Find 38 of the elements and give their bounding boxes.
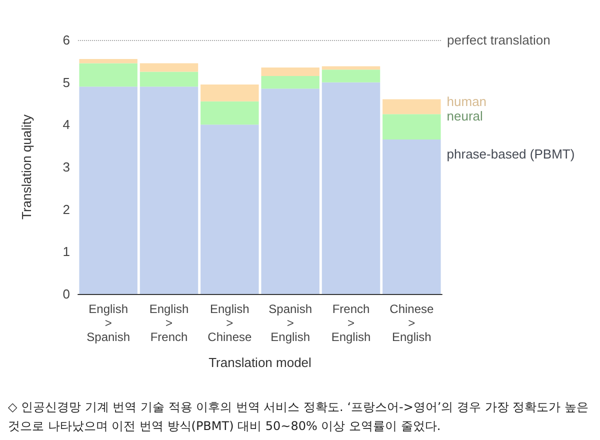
y-tick-label: 0 [62,286,70,302]
bar [200,124,259,294]
x-tick-label: English > Spanish [86,302,130,344]
bar [322,82,380,294]
bar [140,72,198,87]
bar [261,88,320,294]
bar [140,63,198,72]
y-tick-label: 2 [62,202,70,217]
bar [79,86,138,294]
bar [261,76,320,89]
series-label: human [446,94,487,109]
y-tick-label: 3 [62,160,70,174]
text: ◇ 인공신경망 기계 번역 기술 적용 이후의 번역 서비스 정확도. ‘프랑스어->영어’의 경우 가장 정확도가 높은 것으로 나타났으며 이전 번역 방식(PBMT) 대비 50~80% 이상 오역률이 줄었다. [8,399,590,435]
y-axis-title: Translation quality [19,114,34,220]
y-tick-label: 5 [62,74,70,90]
bar [79,63,138,87]
x-tick-label: English > French [149,302,189,344]
x-tick-label: Spanish > English [268,302,312,344]
bar [382,139,441,294]
y-tick-label: 4 [62,117,70,132]
bar [382,99,441,114]
bar [382,114,441,140]
bar [79,59,138,64]
bar [322,66,380,70]
ref-line-label: perfect translation [447,32,550,48]
bar [261,68,320,76]
bar [140,86,198,294]
bar [200,101,259,125]
y-tick-label: 6 [62,32,70,48]
bar [322,70,380,82]
x-tick-label: English > Chinese [208,302,252,344]
series-label: neural [446,108,484,124]
x-tick-label: French > English [331,302,371,344]
x-axis-title: Translation model [208,355,312,370]
series-label: phrase-based (PBMT) [446,146,575,162]
bar [200,84,259,102]
x-tick-label: Chinese > English [390,302,434,344]
y-tick-label: 1 [62,244,70,260]
